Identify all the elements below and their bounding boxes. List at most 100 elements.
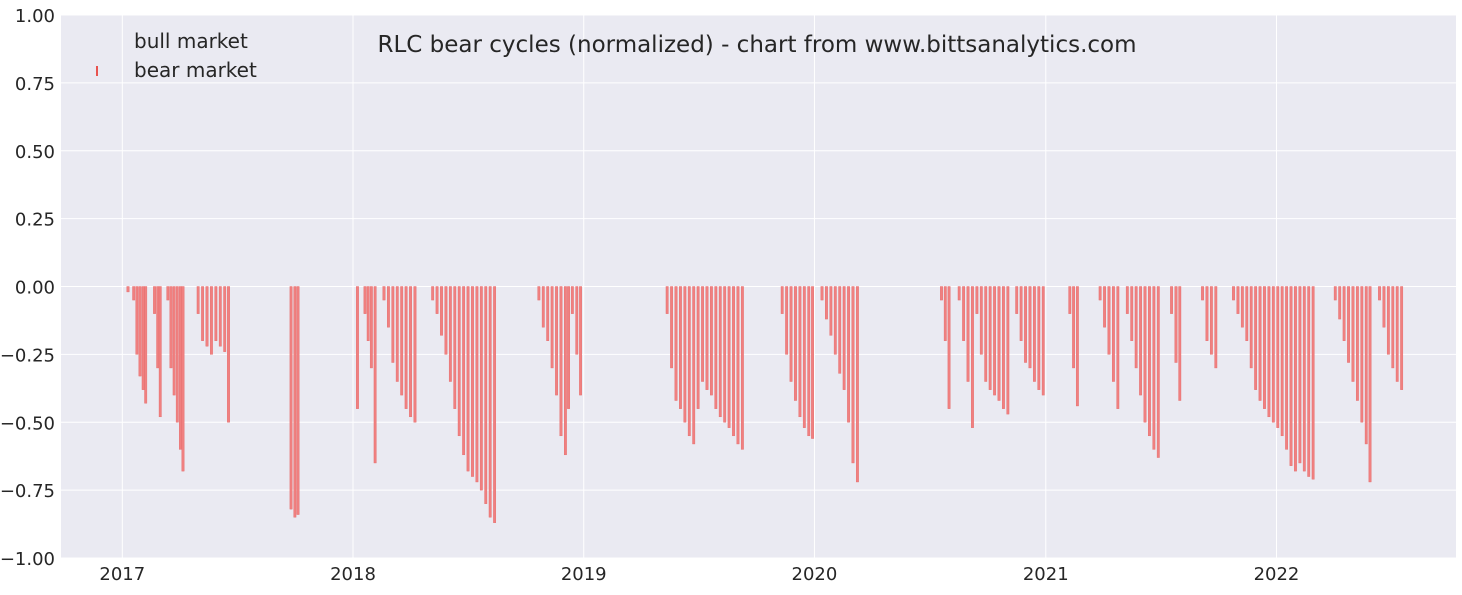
bear-bar bbox=[156, 286, 160, 369]
bear-bar bbox=[387, 286, 390, 328]
bear-bar bbox=[196, 286, 200, 314]
bear-bar bbox=[1351, 286, 1355, 382]
bear-bar bbox=[975, 286, 979, 314]
bear-bar bbox=[1382, 286, 1386, 328]
bear-bar bbox=[179, 286, 182, 450]
bear-bar bbox=[838, 286, 842, 374]
bear-bar bbox=[1232, 286, 1235, 301]
bear-bar bbox=[696, 286, 700, 409]
bear-bar bbox=[169, 286, 173, 369]
bear-bar bbox=[166, 286, 170, 301]
bear-bar bbox=[181, 286, 185, 472]
y-tick-label: 0.75 bbox=[15, 74, 55, 95]
bear-bar bbox=[1249, 286, 1253, 369]
bear-bar bbox=[1112, 286, 1115, 382]
bear-bar bbox=[435, 286, 439, 314]
bear-bar bbox=[1355, 286, 1359, 401]
bear-bar bbox=[1391, 286, 1395, 369]
bear-bar bbox=[1174, 286, 1178, 363]
y-tick-label: 1.00 bbox=[15, 6, 55, 27]
x-tick-label: 2021 bbox=[1023, 564, 1069, 585]
bear-bar bbox=[369, 286, 373, 369]
bear-bar bbox=[1360, 286, 1364, 423]
bear-bar bbox=[484, 286, 488, 504]
bear-bar bbox=[736, 286, 740, 445]
bear-bar bbox=[1103, 286, 1106, 328]
bear-bar bbox=[453, 286, 457, 409]
legend-label-bear: bear market bbox=[134, 58, 257, 82]
bear-bar bbox=[798, 286, 802, 418]
bear-bar bbox=[144, 286, 148, 404]
bear-bar bbox=[943, 286, 947, 341]
x-tick-label: 2019 bbox=[561, 564, 607, 585]
chart-title: RLC bear cycles (normalized) - chart fro… bbox=[378, 32, 1137, 58]
bear-bar bbox=[1254, 286, 1258, 390]
bear-bar bbox=[223, 286, 227, 352]
bear-bar bbox=[395, 286, 399, 382]
bear-bar bbox=[488, 286, 492, 518]
bear-bar bbox=[1342, 286, 1346, 341]
bear-bar bbox=[493, 286, 497, 523]
bear-bar bbox=[723, 286, 727, 423]
bear-bar bbox=[1364, 286, 1368, 445]
bear-bar bbox=[1395, 286, 1399, 382]
bear-bar bbox=[847, 286, 850, 423]
bear-bar bbox=[1028, 286, 1032, 369]
bear-bar bbox=[714, 286, 718, 409]
bear-bar bbox=[293, 286, 297, 518]
bear-bar bbox=[679, 286, 682, 409]
bear-bar bbox=[1152, 286, 1156, 450]
bear-bar bbox=[462, 286, 466, 456]
bear-bar bbox=[740, 286, 744, 450]
y-tick-label: 0.25 bbox=[15, 210, 55, 231]
bear-bar bbox=[289, 286, 293, 510]
bear-bar bbox=[962, 286, 966, 341]
bear-bar bbox=[400, 286, 404, 396]
bear-bar bbox=[201, 286, 204, 341]
bear-bar bbox=[1019, 286, 1023, 341]
x-tick-label: 2022 bbox=[1254, 564, 1300, 585]
bear-bar bbox=[988, 286, 992, 390]
bear-bar bbox=[829, 286, 833, 336]
bear-bar bbox=[404, 286, 408, 409]
y-tick-label: 0.50 bbox=[15, 142, 55, 163]
bear-bar bbox=[1143, 286, 1147, 423]
bear-bar bbox=[1037, 286, 1041, 390]
bear-bar bbox=[471, 286, 474, 477]
bear-bar bbox=[957, 286, 961, 301]
x-tick-labels: 2017 2018 2019 2020 2021 2022 bbox=[99, 564, 1299, 585]
bear-bar bbox=[1098, 286, 1102, 301]
bear-bar bbox=[789, 286, 793, 382]
bear-bar bbox=[1006, 286, 1010, 415]
bear-bar bbox=[1245, 286, 1249, 341]
bear-bar bbox=[158, 286, 162, 418]
bear-bar bbox=[356, 286, 359, 409]
bear-bar bbox=[997, 286, 1001, 401]
bear-bar bbox=[132, 286, 136, 301]
bear-bar bbox=[541, 286, 545, 328]
bear-bar bbox=[570, 286, 574, 314]
bear-bar bbox=[579, 286, 582, 396]
bear-bar bbox=[687, 286, 691, 437]
legend: bull market bear market bbox=[96, 29, 257, 82]
y-tick-labels: 1.00 0.75 0.50 0.25 0.00 −0.25 −0.50 −0.75 −1.00 bbox=[0, 6, 55, 570]
bear-bar bbox=[440, 286, 443, 336]
bear-bar bbox=[993, 286, 996, 396]
bear-bar bbox=[802, 286, 806, 428]
bear-bar bbox=[555, 286, 558, 396]
bear-bar bbox=[718, 286, 722, 418]
x-tick-label: 2018 bbox=[330, 564, 376, 585]
bear-bar bbox=[683, 286, 687, 423]
bear-bar bbox=[1276, 286, 1280, 428]
bear-bar bbox=[135, 286, 139, 355]
bear-bar bbox=[820, 286, 824, 301]
bear-bar bbox=[842, 286, 846, 390]
bear-bar bbox=[1148, 286, 1151, 437]
bear-bar bbox=[1156, 286, 1160, 458]
bear-bar bbox=[1294, 286, 1297, 472]
x-tick-label: 2020 bbox=[792, 564, 838, 585]
bear-bar bbox=[175, 286, 179, 423]
bear-bar bbox=[1068, 286, 1072, 314]
